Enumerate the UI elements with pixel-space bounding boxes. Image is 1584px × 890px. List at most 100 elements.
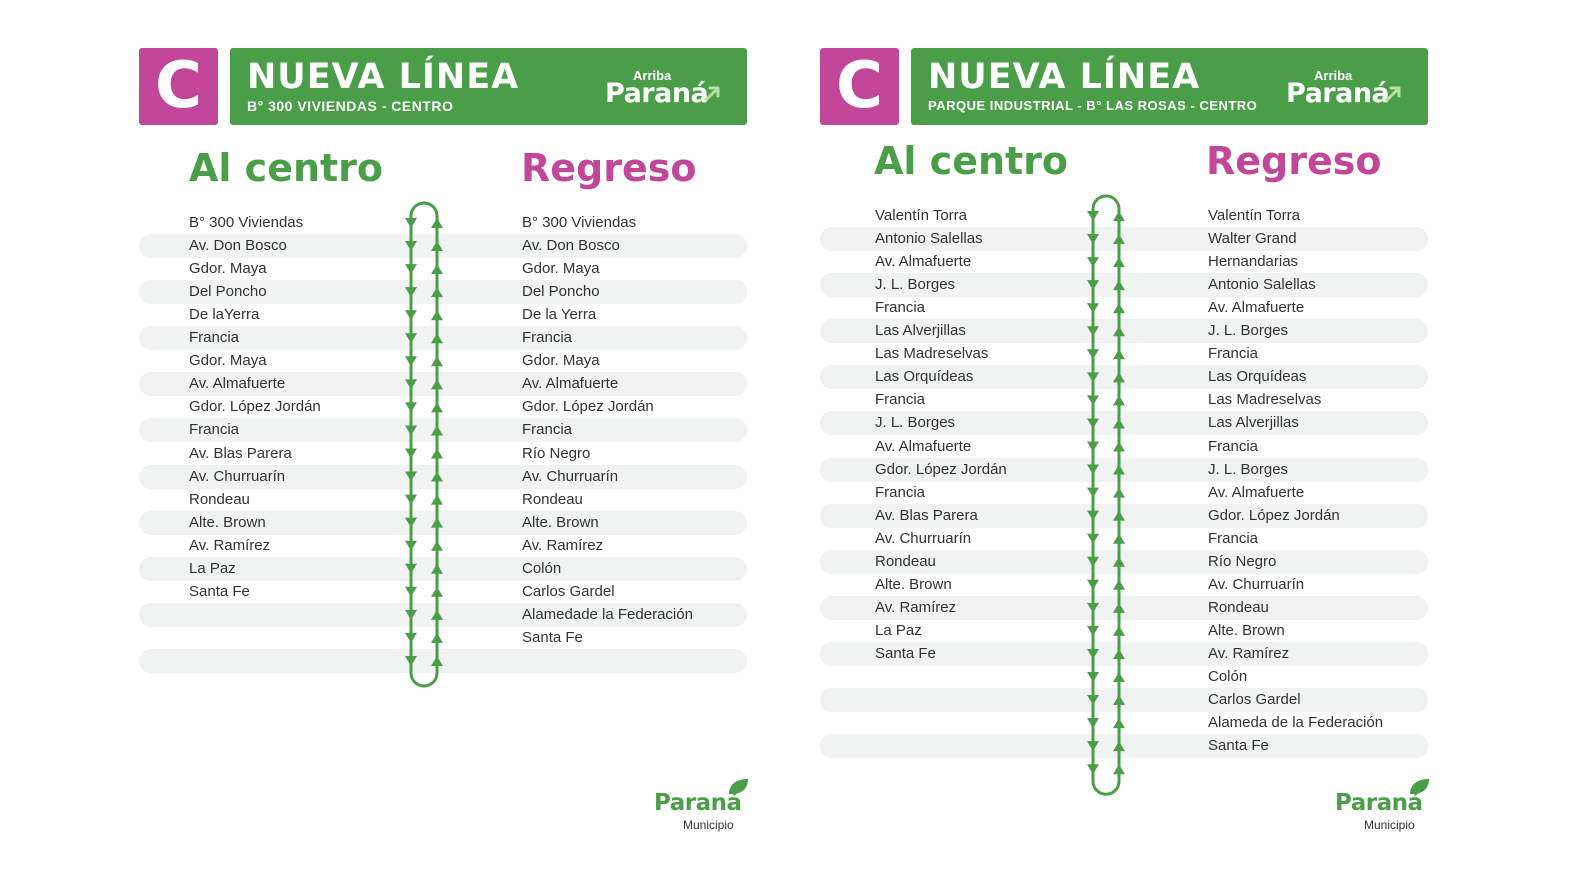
stop-item: Gdor. Maya (522, 260, 600, 278)
arriba-parana-logo: Arriba Paraná (605, 68, 725, 109)
stop-item: La Paz (875, 621, 922, 639)
stop-item: Santa Fe (1208, 737, 1269, 755)
down-arrow-icon (1087, 464, 1099, 475)
stop-item: Santa Fe (875, 644, 936, 662)
down-arrow-icon (405, 425, 417, 436)
down-arrow-icon (1087, 326, 1099, 337)
stop-item: Gdor. López Jordán (875, 460, 1007, 478)
stop-item: Las Alverjillas (1208, 414, 1299, 432)
stop-item: Colón (522, 559, 562, 577)
up-arrow-icon (431, 517, 443, 528)
stop-item: Las Alverjillas (875, 322, 966, 340)
stop-item: Av. Almafuerte (189, 375, 286, 393)
arrow-up-right-icon (1385, 86, 1401, 102)
down-arrow-icon (405, 540, 417, 551)
up-arrow-icon (431, 402, 443, 413)
row-stripe (820, 411, 1428, 436)
up-arrow-icon (1113, 625, 1125, 636)
up-arrow-icon (431, 310, 443, 321)
down-arrow-icon (1087, 303, 1099, 314)
brand-name: Paraná (605, 78, 709, 109)
stop-item: Francia (1208, 345, 1259, 363)
stop-item: Río Negro (522, 444, 591, 462)
stop-item: De laYerra (189, 306, 260, 324)
up-arrow-icon (1113, 510, 1125, 521)
up-arrow-icon (1113, 257, 1125, 268)
down-arrow-icon (1087, 695, 1099, 706)
up-arrow-icon (431, 264, 443, 275)
down-arrow-icon (405, 402, 417, 413)
up-arrow-icon (431, 563, 443, 574)
down-arrow-icon (1087, 602, 1099, 613)
row-stripe (139, 372, 747, 397)
up-arrow-icon (1113, 349, 1125, 360)
stop-item: Av. Churruarín (1208, 575, 1305, 593)
route-header: NUEVA LÍNEA B° 300 VIVIENDAS - CENTRO Ar… (230, 48, 747, 125)
down-arrow-icon (405, 563, 417, 574)
row-stripe (139, 280, 747, 305)
route-header: NUEVA LÍNEA PARQUE INDUSTRIAL - B° LAS R… (911, 48, 1428, 125)
stop-item: Francia (875, 391, 926, 409)
stop-item: Alamedade la Federación (522, 605, 693, 623)
stop-item: Av. Churruarín (875, 529, 972, 547)
stop-item: Rondeau (522, 490, 583, 508)
stop-item: Del Poncho (522, 283, 600, 301)
down-arrow-icon (1087, 257, 1099, 268)
stop-item: De la Yerra (522, 306, 597, 324)
stop-item: Valentín Torra (875, 207, 967, 224)
up-arrow-icon (431, 379, 443, 390)
down-arrow-icon (405, 287, 417, 298)
up-arrow-icon (431, 448, 443, 459)
route-subtitle: B° 300 VIVIENDAS - CENTRO (247, 98, 454, 114)
return-title: Regreso (1206, 139, 1382, 183)
up-arrow-icon (1113, 326, 1125, 337)
up-arrow-icon (431, 241, 443, 252)
stop-item: B° 300 Viviendas (189, 214, 304, 231)
stop-item: Las Madreselvas (1208, 391, 1322, 409)
row-stripe (820, 365, 1428, 390)
stop-item: Av. Blas Parera (189, 444, 292, 462)
row-stripe (820, 641, 1428, 666)
down-arrow-icon (405, 655, 417, 666)
stop-item: Rondeau (189, 490, 250, 508)
down-arrow-icon (405, 586, 417, 597)
stop-item: J. L. Borges (1208, 460, 1289, 478)
up-arrow-icon (1113, 602, 1125, 613)
down-arrow-icon (405, 632, 417, 643)
leaf-icon (1410, 779, 1429, 795)
stop-item: Gdor. Maya (522, 352, 600, 370)
brand-top: Arriba (633, 68, 672, 83)
municipio-logo: Paraná Municipio (654, 778, 754, 838)
up-arrow-icon (1113, 372, 1125, 383)
stop-item: Francia (189, 421, 240, 439)
up-arrow-icon (431, 218, 443, 228)
down-arrow-icon (1087, 510, 1099, 521)
up-arrow-icon (431, 287, 443, 298)
stop-item: Av. Ramírez (875, 598, 957, 616)
up-arrow-icon (431, 471, 443, 482)
stop-item: Av. Ramírez (1208, 644, 1290, 662)
stop-item: Av. Almafuerte (522, 375, 619, 393)
up-arrow-icon (431, 425, 443, 436)
row-stripe (820, 457, 1428, 482)
down-arrow-icon (405, 494, 417, 505)
stop-item: Francia (875, 483, 926, 501)
brand-top: Arriba (1314, 68, 1353, 83)
stop-item: Del Poncho (189, 283, 267, 301)
stop-item: Av. Don Bosco (522, 237, 620, 255)
stop-item: J. L. Borges (1208, 322, 1289, 340)
stop-item: Las Madreselvas (875, 345, 989, 363)
stop-item: Av. Blas Parera (875, 506, 978, 524)
down-arrow-icon (1087, 764, 1099, 775)
row-stripe (820, 734, 1428, 759)
stop-item: Colón (1208, 668, 1248, 685)
stop-item: Francia (522, 421, 573, 439)
up-arrow-icon (1113, 211, 1125, 221)
stop-item: Las Orquídeas (1208, 368, 1307, 386)
stop-item: Av. Almafuerte (1208, 299, 1305, 317)
row-stripe (139, 326, 747, 351)
down-arrow-icon (1087, 718, 1099, 729)
stop-item: Alte. Brown (522, 513, 599, 531)
stop-item: Av. Don Bosco (189, 237, 287, 255)
down-arrow-icon (1087, 395, 1099, 406)
